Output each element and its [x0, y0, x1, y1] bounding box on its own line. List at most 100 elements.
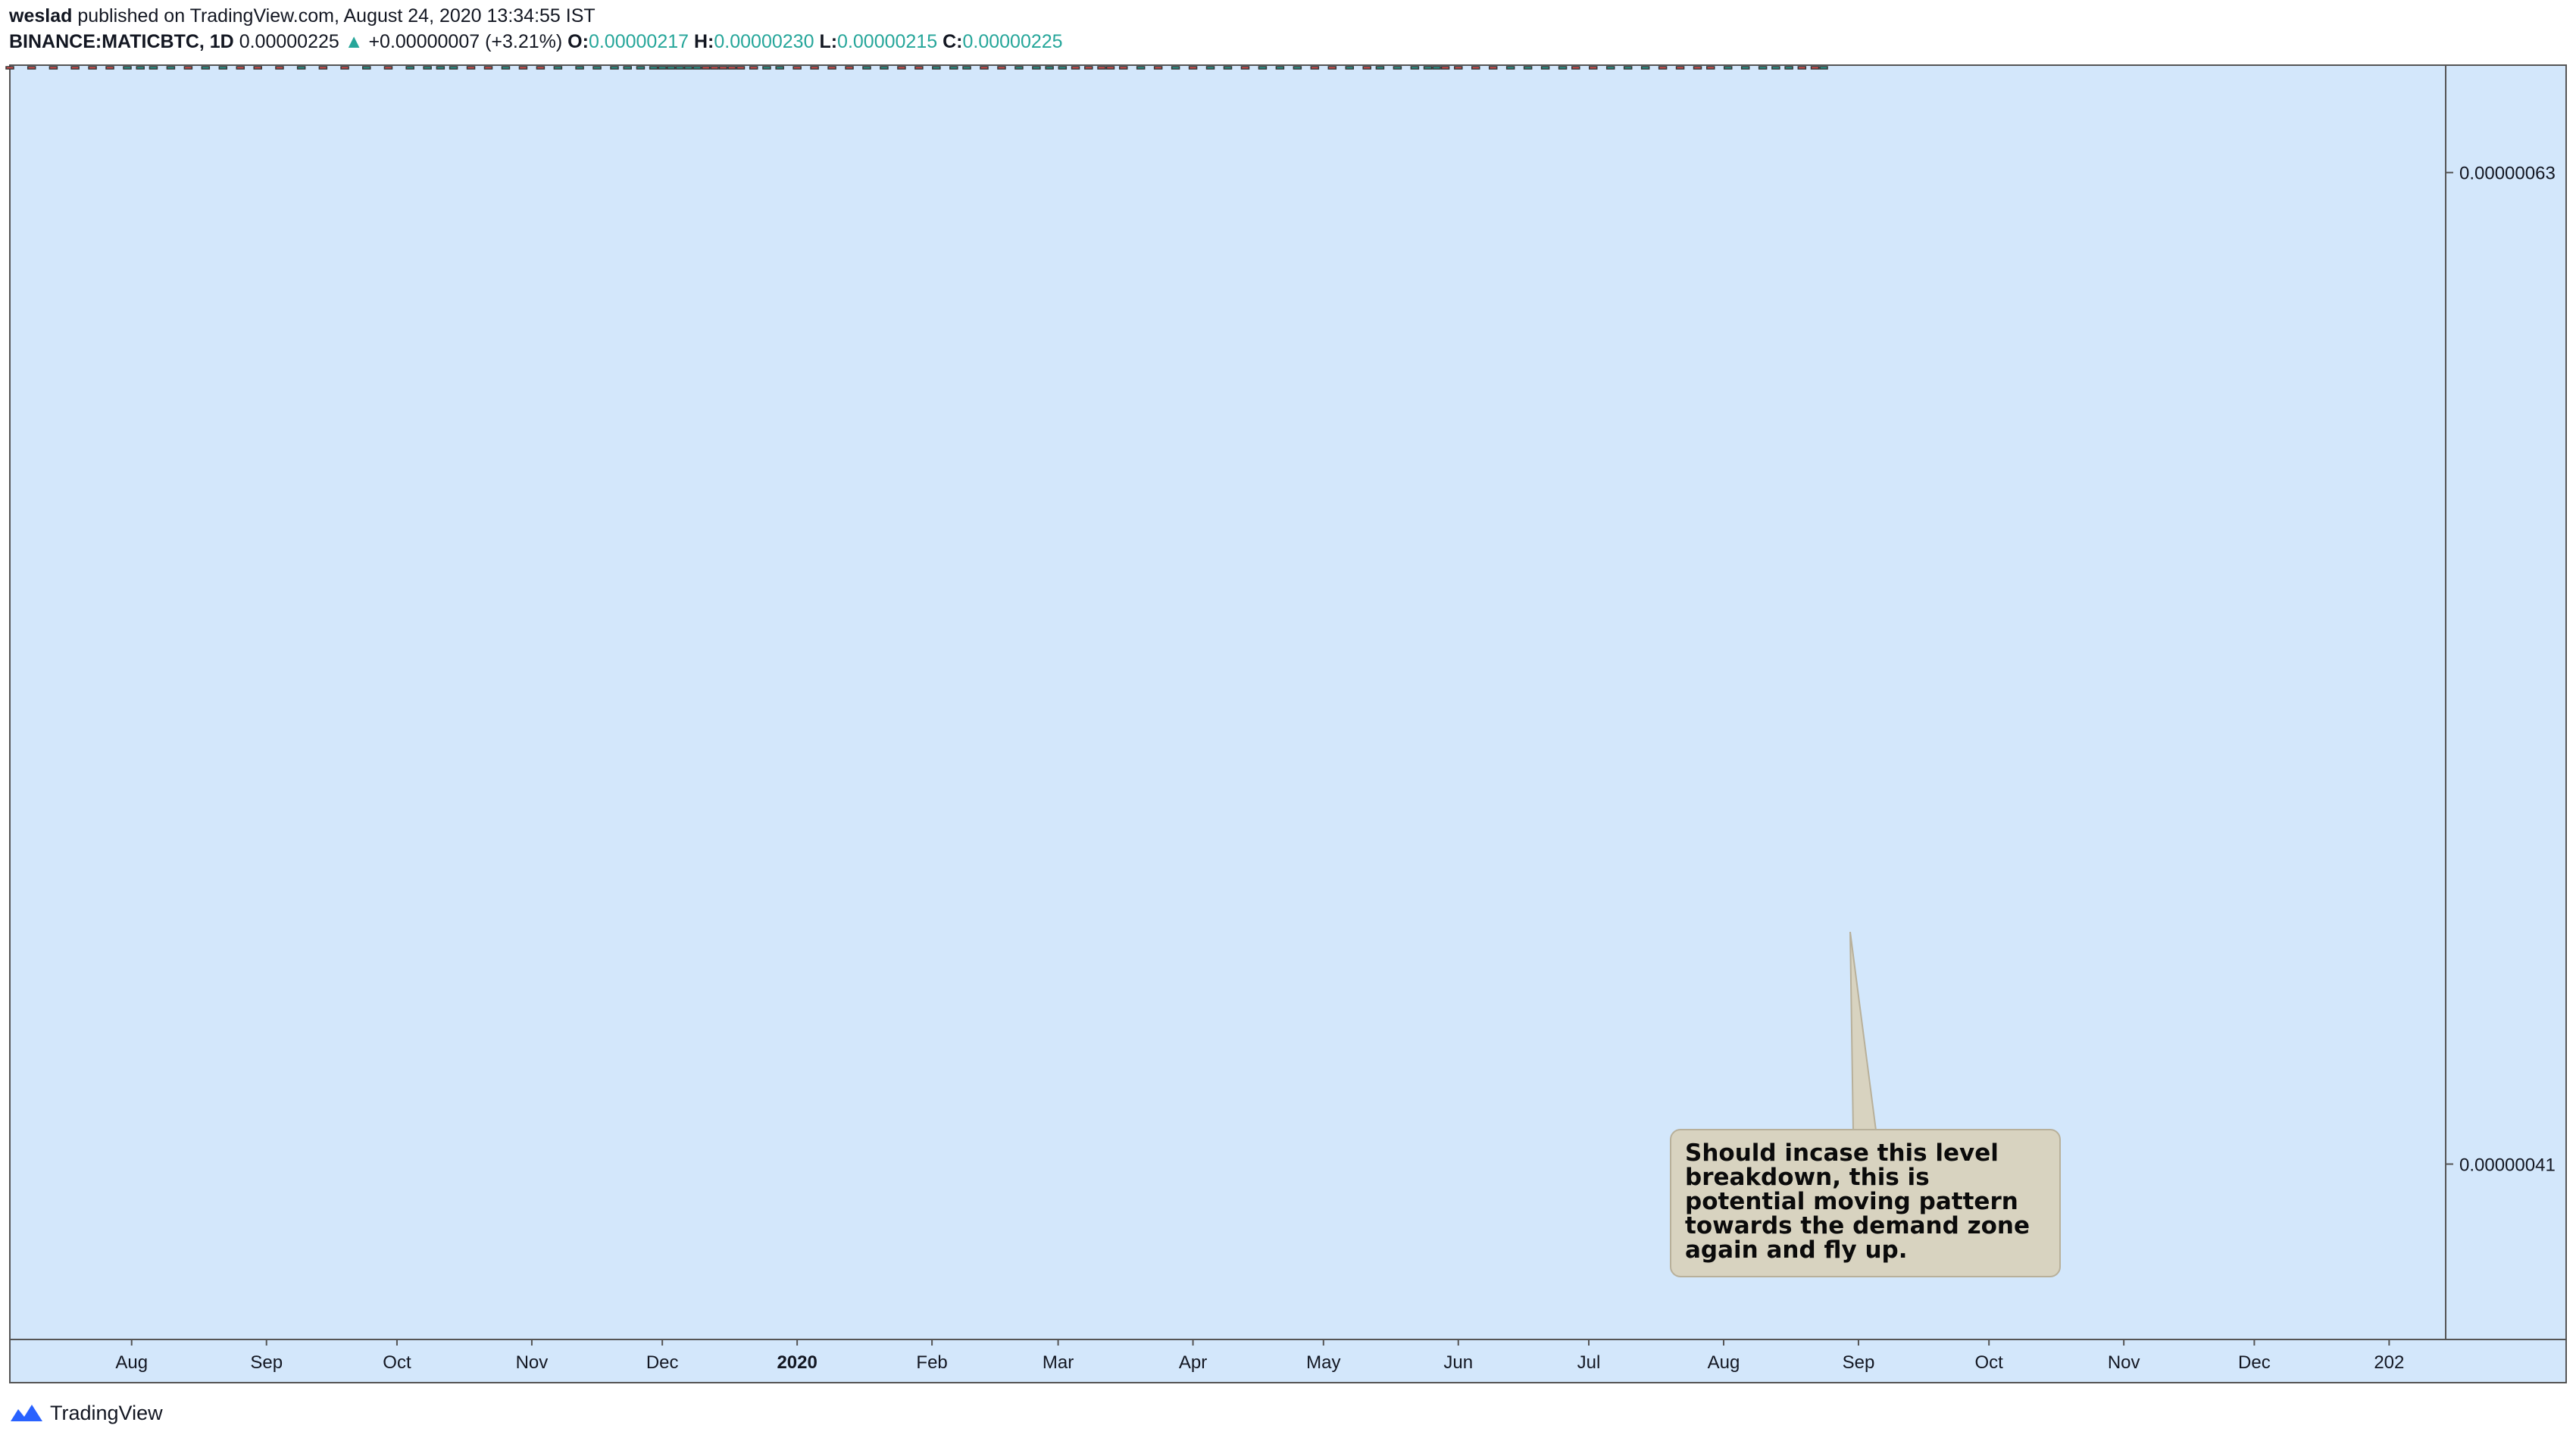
time-axis-background — [9, 1339, 2567, 1383]
annotation-note[interactable]: Should incase this level breakdown, this… — [1670, 1129, 2061, 1277]
time-tick-label: Dec — [646, 1352, 679, 1373]
candle-body — [1471, 66, 1480, 70]
low-value: 0.00000215 — [837, 31, 938, 52]
candle-body — [1758, 66, 1768, 70]
candle-body — [980, 66, 989, 70]
candle-body — [423, 66, 432, 70]
candle-body — [592, 66, 602, 70]
candle-body — [762, 66, 771, 70]
candle-body — [1706, 66, 1715, 70]
candle-body — [296, 66, 306, 70]
candle-body — [1105, 66, 1115, 70]
candle-body — [27, 66, 36, 70]
candle-body — [1540, 66, 1550, 70]
candle-body — [862, 66, 871, 70]
time-tick-label: Aug — [1708, 1352, 1740, 1373]
candle-body — [1432, 66, 1441, 70]
candle-body — [1589, 66, 1598, 70]
candle-body — [1393, 66, 1402, 70]
time-tick-label: 202 — [2374, 1352, 2404, 1373]
candle-body — [5, 66, 14, 70]
candle-body — [1240, 66, 1250, 70]
candle-body — [1797, 66, 1807, 70]
candle-body — [1723, 66, 1733, 70]
open-label: O: — [567, 31, 589, 52]
candle-body — [636, 66, 646, 70]
candle-body — [1310, 66, 1320, 70]
candle-body — [136, 66, 145, 70]
candle-body — [183, 66, 193, 70]
candle-body — [70, 66, 80, 70]
plot-background — [9, 64, 2446, 1340]
candle-body — [1658, 66, 1668, 70]
candle-body — [932, 66, 941, 70]
time-tick-label: Apr — [1179, 1352, 1207, 1373]
time-tick-label: 2020 — [777, 1352, 817, 1373]
candle-body — [997, 66, 1006, 70]
candle-body — [1188, 66, 1198, 70]
footer-brand[interactable]: TradingView — [9, 1400, 163, 1426]
candle-body — [436, 66, 445, 70]
candle-body — [1032, 66, 1041, 70]
candle-body — [1488, 66, 1498, 70]
candle-body — [1740, 66, 1750, 70]
candle-body — [610, 66, 619, 70]
candle-body — [666, 66, 676, 70]
candle-body — [405, 66, 414, 70]
candle-body — [449, 66, 458, 70]
time-tick-label: Sep — [250, 1352, 283, 1373]
time-tick-label: Nov — [516, 1352, 549, 1373]
candle-body — [1675, 66, 1685, 70]
candle-body — [1693, 66, 1702, 70]
candle-body — [710, 66, 719, 70]
candle-body — [518, 66, 528, 70]
symbol-name[interactable]: BINANCE:MATICBTC, 1D — [9, 31, 234, 52]
low-label: L: — [819, 31, 838, 52]
candle-body — [340, 66, 349, 70]
brand-name: TradingView — [50, 1402, 163, 1424]
candle-body — [553, 66, 563, 70]
candle-body — [1640, 66, 1650, 70]
candle-body — [123, 66, 132, 70]
candle-body — [1523, 66, 1533, 70]
candle-body — [1345, 66, 1354, 70]
candle-body — [166, 66, 176, 70]
candle-body — [675, 66, 684, 70]
candle-body — [962, 66, 971, 70]
candle-body — [253, 66, 262, 70]
time-tick-label: Dec — [2238, 1352, 2271, 1373]
candle-body — [914, 66, 924, 70]
candle-body — [362, 66, 371, 70]
candle-body — [1375, 66, 1385, 70]
candle-body — [1571, 66, 1580, 70]
candle-body — [1014, 66, 1024, 70]
time-tick-label: Sep — [1843, 1352, 1875, 1373]
candle-body — [1071, 66, 1080, 70]
author-name[interactable]: weslad — [9, 5, 73, 27]
candle-body — [1293, 66, 1302, 70]
time-tick-label: Jul — [1577, 1352, 1601, 1373]
candle-body — [1423, 66, 1433, 70]
close-value: 0.00000225 — [962, 31, 1063, 52]
time-axis-ticks: Aug Sep Oct Nov Dec 2020 Feb Mar Apr May Jun Jul Aug… — [115, 1339, 2404, 1373]
candle-body — [1440, 66, 1450, 70]
candle-body — [1771, 66, 1780, 70]
time-tick-label: Aug — [115, 1352, 148, 1373]
candles — [5, 66, 1828, 70]
candle-body — [897, 66, 906, 70]
publish-line: weslad published on TradingView.com, Aug… — [9, 3, 596, 29]
candle-body — [1097, 66, 1106, 70]
candle-body — [792, 66, 802, 70]
candle-body — [1084, 66, 1093, 70]
candle-body — [1784, 66, 1793, 70]
candle-body — [1454, 66, 1463, 70]
change-up-icon: ▲ — [344, 31, 364, 52]
candle-body — [749, 66, 758, 70]
candle-body — [48, 66, 58, 70]
candle-body — [536, 66, 546, 70]
candle-body — [318, 66, 328, 70]
candle-body — [1223, 66, 1233, 70]
symbol-line: BINANCE:MATICBTC, 1D 0.00000225 ▲ +0.000… — [9, 29, 1063, 55]
candle-body — [1275, 66, 1285, 70]
